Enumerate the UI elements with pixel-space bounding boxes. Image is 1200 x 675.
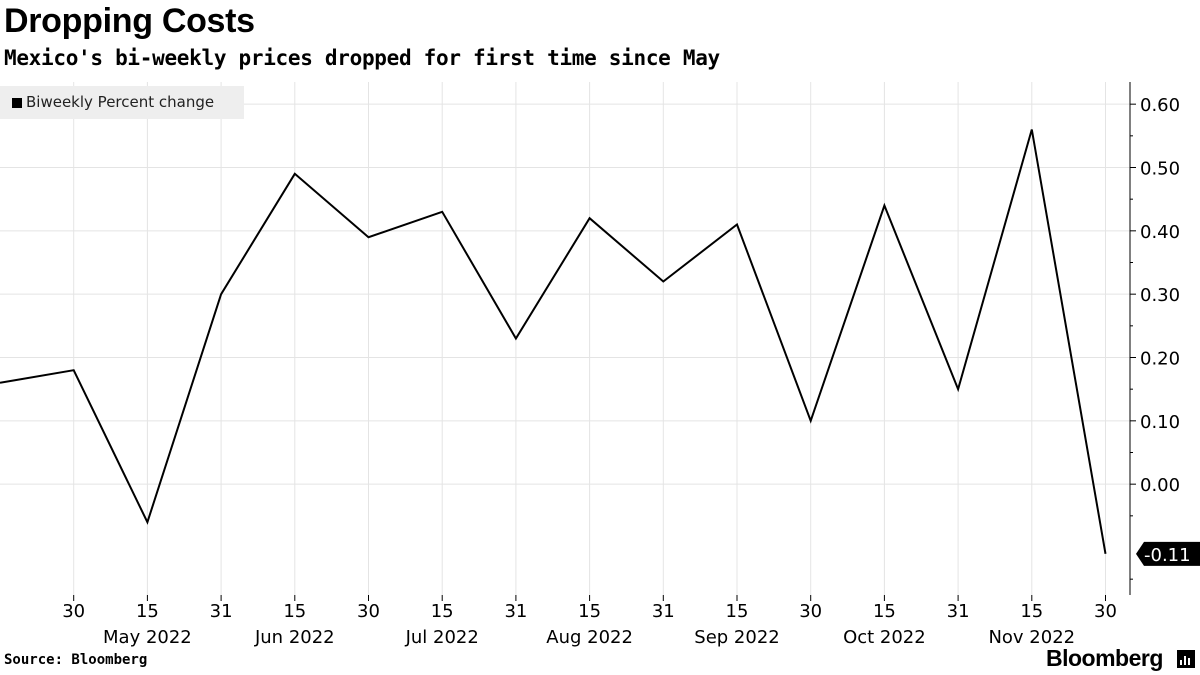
last-value-badge — [1136, 541, 1200, 566]
x-tick-label: 15 — [873, 601, 896, 622]
legend-label: Biweekly Percent change — [26, 93, 215, 111]
bloomberg-logo: Bloomberg — [1046, 645, 1163, 671]
x-month-label: Oct 2022 — [843, 627, 926, 648]
x-tick-label: 30 — [62, 601, 85, 622]
legend: Biweekly Percent change — [0, 86, 244, 119]
y-tick-label: 0.60 — [1140, 95, 1180, 116]
legend-swatch — [12, 98, 22, 108]
x-tick-label: 15 — [726, 601, 749, 622]
x-axis: 30 15 31 15 30 15 31 15 31 15 30 15 31 15 30 May 2022 Ju… — [62, 595, 1117, 648]
x-tick-label: 15 — [578, 601, 601, 622]
x-tick-label: 30 — [357, 601, 380, 622]
source-note: Source: Bloomberg — [4, 652, 148, 668]
x-tick-label: 31 — [210, 601, 233, 622]
x-tick-label: 15 — [136, 601, 159, 622]
x-month-label: Sep 2022 — [694, 627, 779, 648]
x-tick-label: 15 — [283, 601, 306, 622]
x-month-label: Aug 2022 — [546, 627, 633, 648]
y-tick-label: 0.50 — [1140, 159, 1180, 180]
chart-title: Dropping Costs — [4, 2, 255, 40]
x-tick-label: 31 — [652, 601, 675, 622]
x-tick-label: 31 — [947, 601, 970, 622]
y-tick-label: 0.40 — [1140, 222, 1180, 243]
x-tick-label: 30 — [1094, 601, 1117, 622]
y-axis: 0.60 0.50 0.40 0.30 0.20 0.10 0.00 — [1129, 82, 1180, 595]
x-month-label: Jun 2022 — [254, 627, 335, 648]
x-month-label: May 2022 — [103, 627, 192, 648]
chart-subtitle: Mexico's bi-weekly prices dropped for fi… — [4, 46, 720, 70]
x-tick-label: 30 — [799, 601, 822, 622]
bloomberg-chart-icon — [1177, 650, 1195, 668]
last-value-text: -0.11 — [1144, 545, 1191, 566]
grid-lines — [0, 82, 1130, 595]
y-tick-label: 0.20 — [1140, 349, 1180, 370]
last-value-label: -0.11 — [1136, 541, 1200, 566]
y-tick-label: 0.10 — [1140, 412, 1180, 433]
x-tick-label: 15 — [431, 601, 454, 622]
series-line — [0, 129, 1107, 554]
y-tick-label: 0.00 — [1140, 475, 1180, 496]
x-tick-label: 31 — [504, 601, 527, 622]
series-biweekly-percent-change — [0, 129, 1107, 554]
x-month-label: Nov 2022 — [988, 627, 1075, 648]
x-month-label: Jul 2022 — [405, 627, 479, 648]
y-tick-label: 0.30 — [1140, 285, 1180, 306]
x-tick-label: 15 — [1020, 601, 1043, 622]
